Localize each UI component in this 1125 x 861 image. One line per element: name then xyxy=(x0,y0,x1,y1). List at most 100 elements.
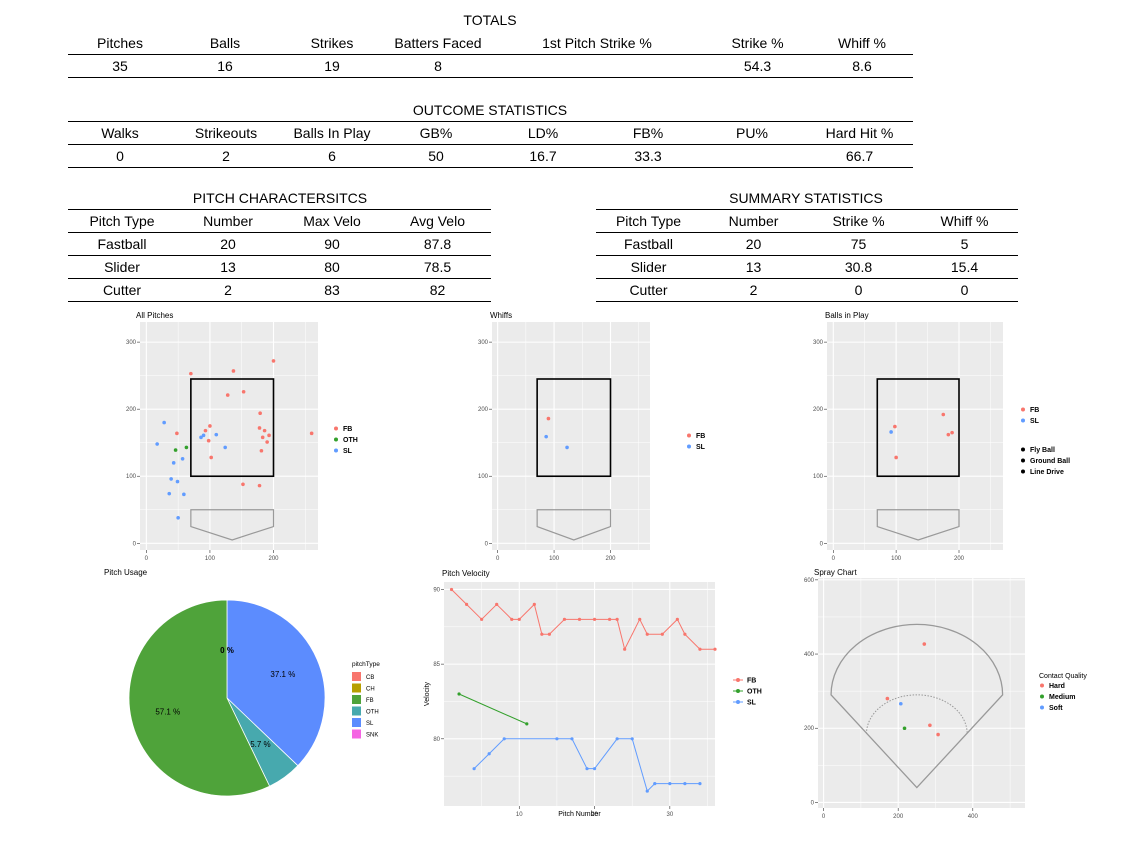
legend-spray-label: Medium xyxy=(1049,694,1075,701)
pitch-chars-row: Slider 13 80 78.5 xyxy=(68,255,491,279)
velocity-line-fb xyxy=(451,589,715,651)
velocity-point xyxy=(713,647,717,651)
velocity-point xyxy=(555,737,559,741)
x-axis-label: Pitch Number xyxy=(558,811,601,818)
x-tick-label: 200 xyxy=(893,814,904,820)
legend-pie-title: pitchType xyxy=(352,661,380,668)
legend-bip-label: SL xyxy=(1030,418,1040,425)
pitch-point xyxy=(182,492,186,497)
pitch-point xyxy=(162,420,166,425)
outcome-header: GB% xyxy=(384,121,488,145)
pitch-chars-row: Cutter 2 83 82 xyxy=(68,278,491,302)
summary-cell: Cutter xyxy=(596,278,701,302)
x-tick-label: 100 xyxy=(891,556,902,562)
pitch-point xyxy=(175,479,180,484)
velocity-point xyxy=(668,782,672,786)
legend-spray-key xyxy=(1040,694,1044,699)
spray-point xyxy=(885,696,890,701)
legend-bip-type-label: Fly Ball xyxy=(1030,447,1055,454)
y-axis-label: Velocity xyxy=(424,681,431,706)
totals-cell: 19 xyxy=(278,54,386,78)
y-tick-label: 85 xyxy=(433,662,440,668)
spray-point xyxy=(899,701,903,706)
x-tick-label: 0 xyxy=(832,556,836,562)
totals-cell: 8.6 xyxy=(811,54,913,78)
x-tick-label: 100 xyxy=(549,556,560,562)
totals-cell xyxy=(490,54,704,78)
velocity-point xyxy=(532,602,536,607)
velocity-point xyxy=(698,647,702,651)
y-tick-label: 200 xyxy=(804,726,815,732)
legend-bip-type-label: Line Drive xyxy=(1030,469,1064,476)
x-tick-label: 20 xyxy=(591,812,598,818)
bip-point xyxy=(889,430,893,434)
pitch-point xyxy=(258,411,262,416)
legend-pie-label: SNK xyxy=(366,733,378,739)
totals-cell: 54.3 xyxy=(704,54,811,78)
legend-whiffs-key xyxy=(687,433,691,438)
y-tick-label: 400 xyxy=(804,652,815,658)
summary-title: SUMMARY STATISTICS xyxy=(729,190,883,206)
velocity-line-oth xyxy=(458,693,528,725)
pitch-point xyxy=(201,433,206,438)
legend-spray-title: Contact Quality xyxy=(1039,673,1087,680)
velocity-point xyxy=(683,632,687,636)
y-tick-label: 80 xyxy=(433,737,440,743)
totals-header: Strikes xyxy=(278,32,386,55)
plot-panel xyxy=(827,322,1003,550)
x-tick-label: 0 xyxy=(145,556,149,562)
summary-cell: 20 xyxy=(701,232,806,256)
summary-cell: 5 xyxy=(911,232,1018,256)
pitch-chars-cell: 90 xyxy=(280,232,384,256)
velocity-point xyxy=(630,737,634,741)
outcome-cell: 6 xyxy=(280,144,384,168)
legend-spray-key xyxy=(1040,705,1044,710)
pitch-point xyxy=(167,491,172,496)
plot-panel xyxy=(492,322,650,550)
pitch-point xyxy=(184,445,189,450)
y-tick-label: 100 xyxy=(478,474,489,480)
y-tick-label: 0 xyxy=(820,541,824,547)
chart-title: Pitch Velocity xyxy=(442,569,490,578)
legend-spray-label: Hard xyxy=(1049,683,1065,690)
velocity-point xyxy=(562,617,567,621)
summary-cell: 15.4 xyxy=(911,255,1018,279)
summary-table: Pitch Type Number Strike % Whiff % Fastb… xyxy=(596,209,1018,302)
strike-zone xyxy=(536,378,612,478)
pie-slice xyxy=(128,599,271,797)
bip-point xyxy=(946,432,951,437)
velocity-point xyxy=(517,617,521,621)
legend-velocity-label: FB xyxy=(747,678,756,685)
chart-title: Whiffs xyxy=(490,311,512,320)
velocity-point xyxy=(449,587,454,592)
velocity-point xyxy=(592,617,597,621)
summary-cell: 30.8 xyxy=(806,255,911,279)
bip-point xyxy=(894,455,898,460)
legend-velocity-key xyxy=(736,689,740,693)
outcome-header: Strikeouts xyxy=(172,121,280,145)
y-tick-label: 0 xyxy=(133,541,137,547)
velocity-point xyxy=(653,782,657,786)
y-tick-label: 90 xyxy=(433,587,440,593)
x-tick-label: 10 xyxy=(516,812,523,818)
velocity-point xyxy=(675,617,679,621)
outcome-header: Walks xyxy=(68,121,172,145)
totals-header: Whiff % xyxy=(811,32,913,55)
velocity-point xyxy=(660,632,664,636)
legend-bip-type-key xyxy=(1021,458,1025,463)
velocity-point xyxy=(683,782,687,786)
legend-whiffs-label: FB xyxy=(696,433,705,440)
y-tick-label: 0 xyxy=(811,800,815,806)
summary-row: Cutter 2 0 0 xyxy=(596,278,1018,302)
outcome-cell: 16.7 xyxy=(488,144,598,168)
legend-whiffs-key xyxy=(687,444,691,449)
pitch-chars-cell: 13 xyxy=(176,255,280,279)
x-tick-label: 0 xyxy=(496,556,500,562)
infield-arc xyxy=(865,694,968,734)
velocity-point xyxy=(525,722,529,726)
legend-pie-key xyxy=(352,729,361,739)
y-tick-label: 300 xyxy=(478,340,489,346)
pitch-point xyxy=(206,438,211,443)
summary-cell: 2 xyxy=(701,278,806,302)
